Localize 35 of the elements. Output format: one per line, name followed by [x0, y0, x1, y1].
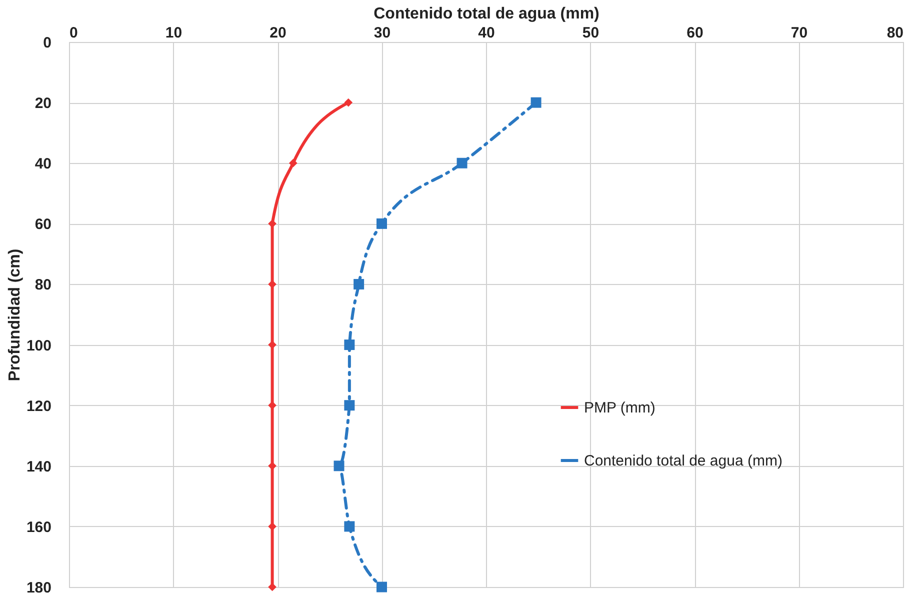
x-tick-label: 20 — [270, 24, 286, 42]
point — [530, 97, 542, 108]
point — [344, 521, 355, 532]
x-tick-label: 0 — [70, 24, 78, 42]
x-axis-title: Contenido total de agua (mm) — [374, 6, 600, 22]
y-tick-label: 40 — [34, 156, 52, 173]
x-tick-label: 80 — [886, 24, 904, 42]
x-tick-label: 40 — [478, 24, 495, 42]
point — [376, 218, 387, 229]
point — [268, 340, 276, 349]
x-tick-label: 30 — [374, 24, 391, 42]
y-tick-label: 80 — [34, 276, 52, 294]
point — [344, 340, 355, 350]
x-tick-label: 10 — [165, 24, 182, 42]
point — [334, 460, 344, 472]
x-tick-label: 70 — [790, 24, 808, 42]
legend-label: PMP (mm) — [584, 400, 656, 416]
point — [354, 278, 364, 290]
y-tick-label: 20 — [34, 95, 52, 112]
y-tick-label: 160 — [26, 518, 52, 536]
y-tick-label: 100 — [26, 337, 52, 354]
point — [456, 158, 468, 168]
y-tick-label: 140 — [26, 458, 52, 476]
x-tick-label: 50 — [582, 24, 600, 42]
legend-label: Contenido total de agua (mm) — [584, 452, 782, 470]
y-tick-label: 180 — [26, 580, 52, 596]
point — [268, 280, 276, 288]
point — [344, 400, 355, 411]
y-tick-label: 60 — [34, 216, 52, 234]
y-tick-label: 120 — [26, 398, 52, 415]
point — [344, 98, 353, 107]
point — [376, 582, 387, 592]
y-axis-title: Profundidad (cm) — [6, 248, 24, 382]
point — [288, 158, 298, 168]
x-tick-label: 60 — [686, 24, 704, 42]
